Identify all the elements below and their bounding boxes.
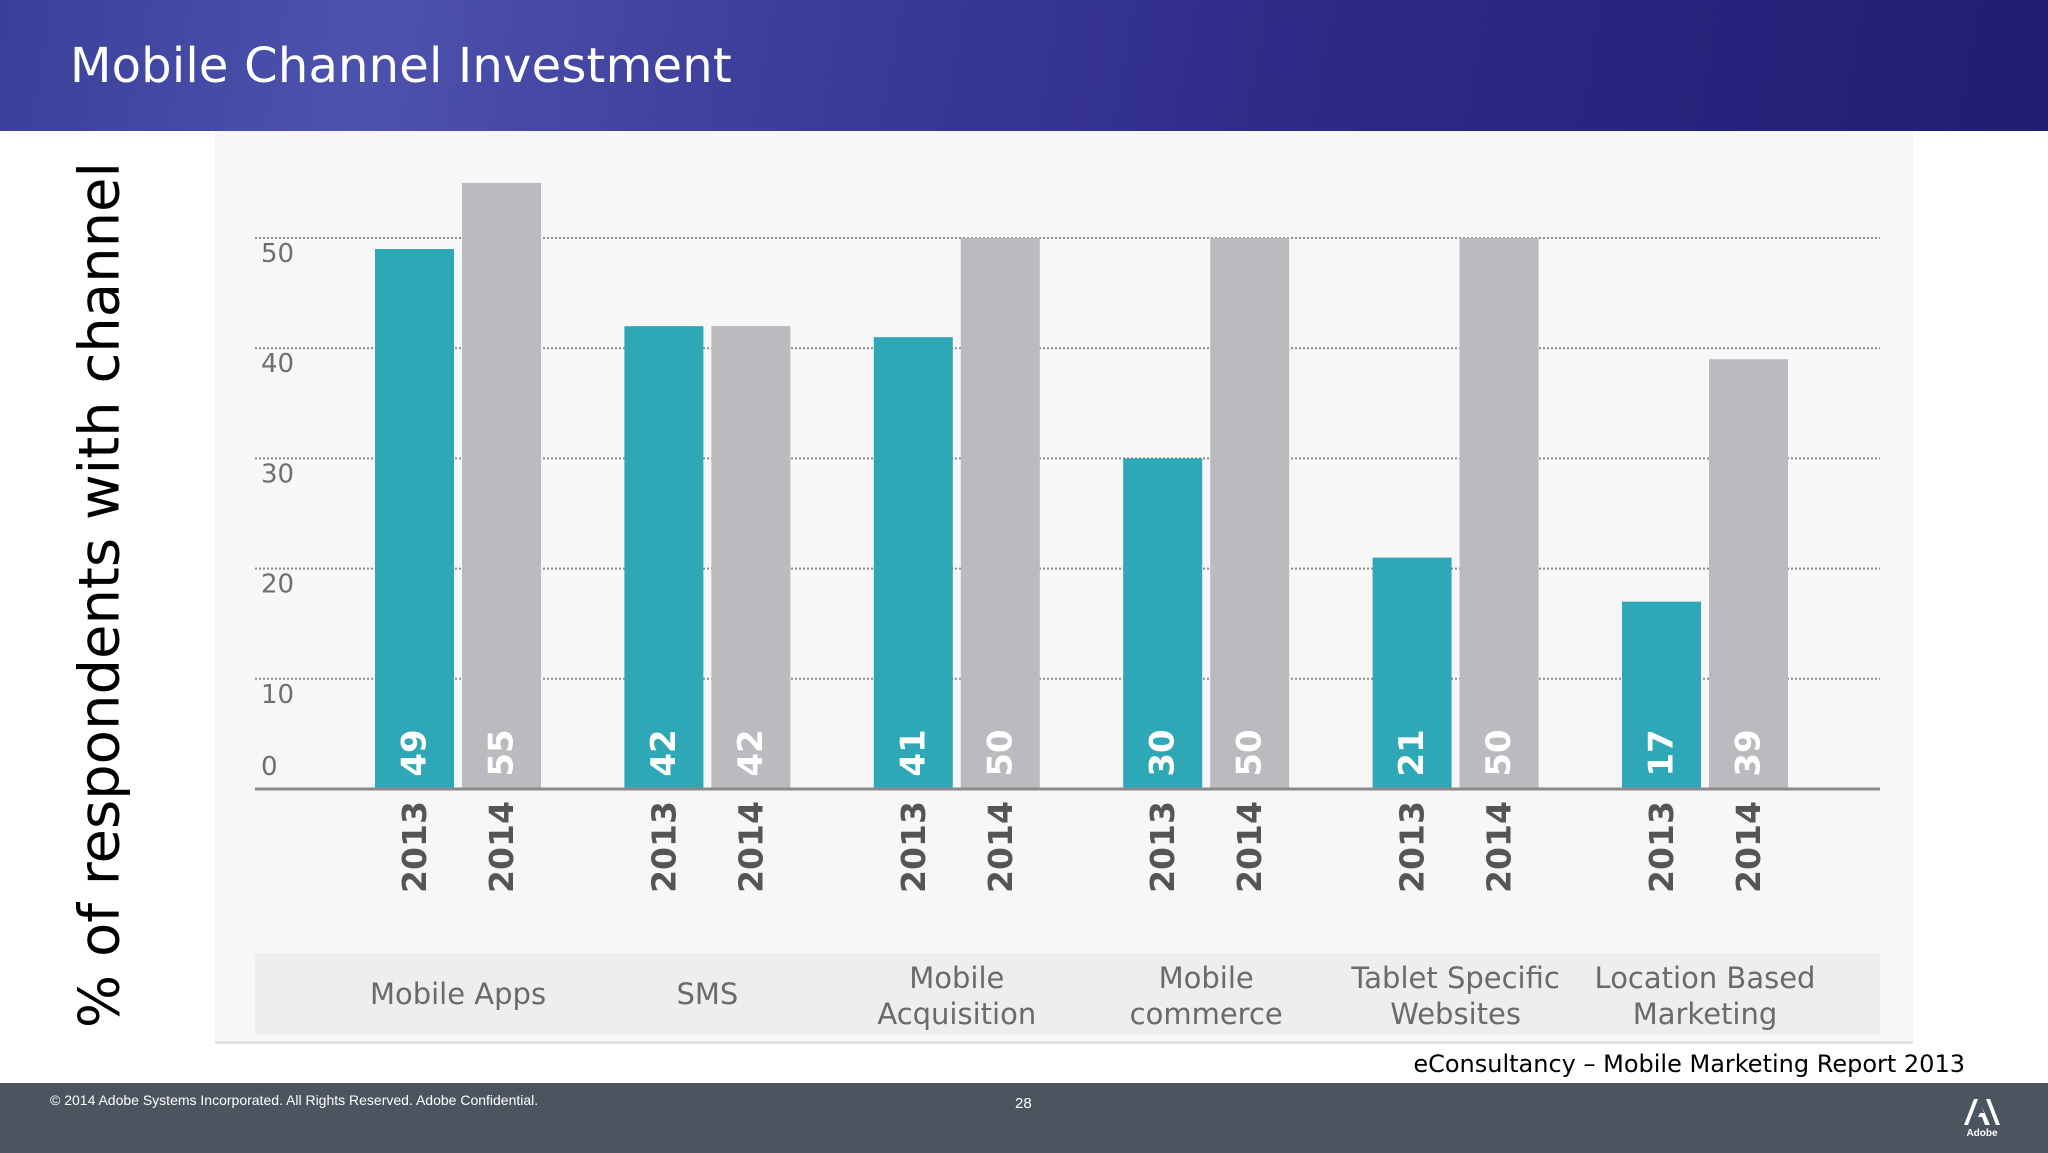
bar-value-label: 21	[1392, 729, 1432, 776]
bar-value-label: 50	[980, 729, 1020, 776]
category-label: SMS	[676, 977, 738, 1011]
bar	[711, 326, 791, 789]
bar-value-label: 17	[1642, 729, 1682, 776]
series-year-label: 2014	[482, 801, 521, 893]
y-tick-label: 20	[261, 570, 294, 600]
category-label: Websites	[1390, 997, 1521, 1031]
category-label: Mobile	[1159, 961, 1254, 995]
bar-value-label: 50	[1479, 729, 1519, 776]
adobe-logo-icon	[1964, 1099, 2000, 1125]
bar-value-label: 42	[731, 729, 771, 776]
series-year-label: 2014	[1480, 801, 1519, 893]
y-tick-label: 40	[261, 349, 294, 379]
series-year-label: 2014	[1230, 801, 1269, 893]
category-label: commerce	[1130, 997, 1283, 1031]
copyright-text: © 2014 Adobe Systems Incorporated. All R…	[50, 1092, 539, 1108]
bar-value-label: 41	[893, 729, 933, 776]
bar	[624, 326, 704, 789]
chart-panel: 0 10 20 30 40 50 49 2013 55 2014 Mobile Apps 42 2013…	[215, 131, 1913, 1041]
category-band	[255, 953, 1880, 1035]
category-label: Location Based	[1595, 961, 1816, 995]
bar-value-label: 49	[395, 729, 435, 776]
series-year-label: 2014	[731, 801, 770, 893]
slide-header	[0, 0, 2048, 131]
y-axis-label: % of respondents with channel	[67, 161, 133, 1029]
category-label: Mobile Apps	[370, 977, 546, 1011]
page-number: 28	[1015, 1095, 1032, 1112]
bar	[1709, 359, 1788, 789]
bar	[960, 238, 1040, 789]
slide-title: Mobile Channel Investment	[70, 38, 732, 94]
bar	[1210, 238, 1290, 789]
bar	[1123, 458, 1203, 789]
y-tick-label: 30	[261, 459, 294, 489]
series-year-label: 2014	[1729, 801, 1768, 893]
y-tick-label: 10	[261, 680, 294, 710]
source-citation: eConsultancy – Mobile Marketing Report 2…	[1413, 1050, 1965, 1078]
y-tick-label: 50	[261, 239, 294, 269]
bar-value-label: 42	[644, 729, 684, 776]
bar-chart: 0 10 20 30 40 50 49 2013 55 2014 Mobile Apps 42 2013…	[255, 182, 1880, 1035]
adobe-logo-text: Adobe	[1966, 1128, 1998, 1139]
bar-value-label: 39	[1729, 729, 1769, 776]
series-year-label: 2013	[894, 801, 933, 893]
series-year-label: 2013	[644, 801, 683, 893]
series-year-label: 2013	[1143, 801, 1182, 893]
bar	[1459, 238, 1539, 789]
series-year-label: 2013	[395, 801, 434, 893]
bar	[375, 249, 454, 789]
category-label: Marketing	[1633, 997, 1778, 1031]
bar-value-label: 55	[482, 729, 522, 776]
bar	[1372, 557, 1452, 789]
bar	[462, 182, 541, 789]
bar	[873, 337, 953, 789]
category-label: Mobile	[909, 961, 1004, 995]
slide-footer	[0, 1083, 2048, 1153]
y-tick-label: 0	[261, 752, 278, 782]
series-year-label: 2014	[981, 801, 1020, 893]
bar	[1622, 601, 1701, 789]
category-label: Acquisition	[877, 997, 1036, 1031]
bar-value-label: 30	[1143, 729, 1183, 776]
bar-value-label: 50	[1230, 729, 1270, 776]
series-year-label: 2013	[1393, 801, 1432, 893]
category-label: Tablet Specific	[1350, 961, 1559, 995]
series-year-label: 2013	[1642, 801, 1681, 893]
